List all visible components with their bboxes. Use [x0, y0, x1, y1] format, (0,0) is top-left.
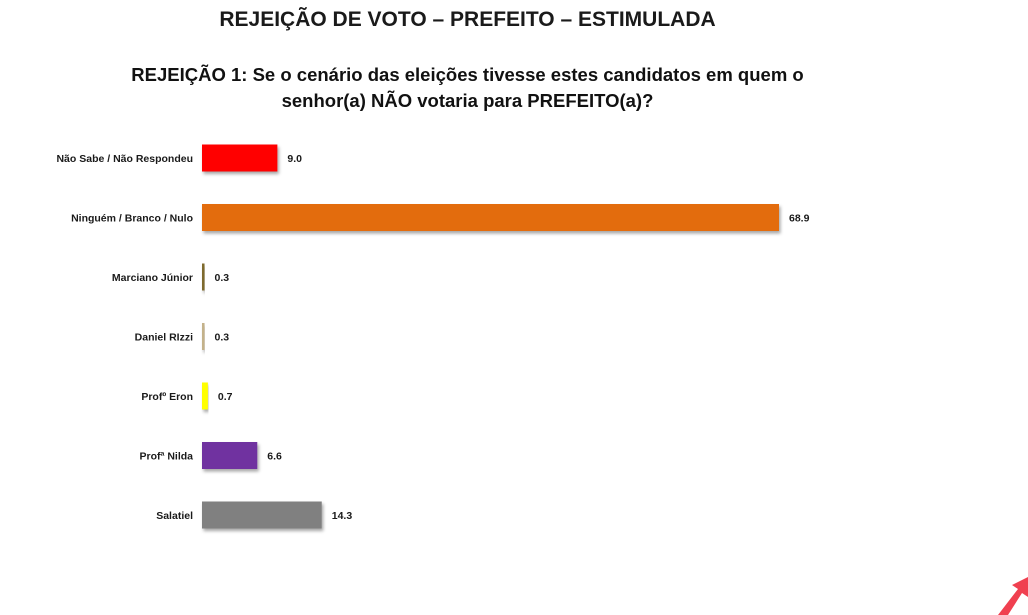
value-label: 9.0: [287, 153, 302, 165]
chart-title: REJEIÇÃO DE VOTO – PREFEITO – ESTIMULADA: [219, 8, 716, 31]
question-line-2: senhor(a) NÃO votaria para PREFEITO(a)?: [281, 90, 654, 111]
bar: [202, 442, 258, 469]
value-label: 0.7: [218, 391, 233, 403]
category-label: Não Sabe / Não Respondeu: [56, 153, 193, 165]
value-label: 6.6: [267, 451, 282, 463]
value-label: 14.3: [332, 510, 353, 522]
chart-question: REJEIÇÃO 1: Se o cenário das eleições ti…: [0, 62, 935, 114]
bar: [202, 144, 278, 172]
bar: [202, 501, 322, 529]
value-label: 0.3: [215, 332, 230, 344]
bar: [202, 382, 208, 410]
bar: [202, 323, 205, 350]
category-label: Salatiel: [156, 510, 193, 522]
category-label: Ninguém / Branco / Nulo: [71, 213, 193, 225]
question-line-1: REJEIÇÃO 1: Se o cenário das eleições ti…: [131, 64, 804, 85]
red-arrow-logo-icon: [998, 577, 1028, 615]
category-label: Profº Eron: [141, 391, 193, 403]
category-label: Marciano Júnior: [112, 272, 193, 284]
category-label: Daniel RIzzi: [135, 332, 193, 344]
category-label: Profª Nilda: [140, 451, 194, 463]
value-label: 0.3: [215, 272, 230, 284]
bar: [202, 263, 205, 291]
bar: [202, 204, 779, 231]
value-label: 68.9: [789, 213, 810, 225]
